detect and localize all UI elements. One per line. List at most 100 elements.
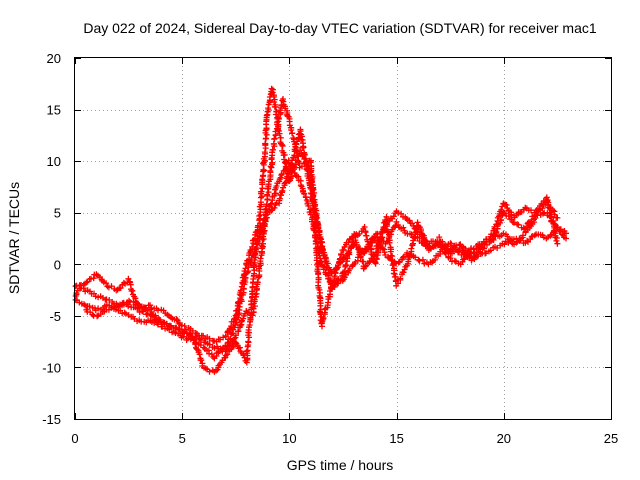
data-point	[400, 269, 407, 276]
data-point	[330, 278, 337, 285]
data-markers	[72, 85, 569, 375]
data-point	[217, 345, 224, 352]
data-point	[481, 240, 488, 247]
y-tick-label: -15	[42, 412, 61, 427]
data-point	[432, 256, 438, 263]
data-point	[190, 336, 197, 343]
data-point	[362, 229, 369, 236]
data-point	[393, 218, 400, 225]
data-point	[400, 224, 407, 231]
data-point	[233, 332, 239, 339]
data-point	[524, 237, 531, 244]
data-point	[259, 236, 266, 243]
data-point	[511, 219, 517, 226]
data-point	[516, 237, 523, 244]
data-point	[399, 254, 406, 261]
data-point	[376, 237, 383, 244]
data-point	[125, 275, 132, 282]
data-point	[279, 187, 286, 194]
data-point	[272, 190, 279, 197]
data-point	[493, 221, 500, 228]
data-point	[275, 115, 282, 121]
data-point	[498, 206, 505, 213]
data-point	[243, 348, 250, 355]
data-point	[508, 211, 515, 218]
data-point	[386, 239, 393, 246]
data-point	[181, 323, 188, 329]
data-point	[245, 338, 252, 345]
data-point	[465, 249, 472, 256]
x-axis-label: GPS time / hours	[287, 457, 394, 473]
data-point	[547, 232, 554, 239]
data-point	[503, 202, 510, 208]
data-point	[333, 266, 340, 273]
data-point	[412, 254, 419, 261]
data-point	[282, 179, 289, 186]
data-point	[554, 240, 561, 247]
data-point	[269, 89, 276, 96]
x-tick-label: 10	[282, 431, 296, 446]
data-point	[340, 246, 347, 253]
data-point	[412, 229, 419, 236]
data-point	[222, 332, 229, 339]
data-point	[389, 262, 396, 269]
y-tick-label: 15	[47, 103, 61, 118]
data-point	[257, 255, 264, 262]
data-point	[362, 263, 369, 270]
data-point	[528, 207, 534, 214]
data-point	[408, 245, 415, 252]
data-point	[331, 284, 338, 290]
data-point	[451, 257, 458, 264]
y-tick-label: 10	[47, 154, 61, 169]
data-point	[285, 169, 292, 176]
data-point	[395, 209, 402, 216]
data-point	[271, 135, 278, 142]
data-point	[86, 303, 93, 310]
data-point	[338, 251, 345, 257]
data-point	[268, 85, 275, 92]
data-point	[397, 275, 404, 282]
data-point	[172, 330, 179, 336]
data-point	[539, 200, 546, 207]
data-point	[278, 171, 285, 177]
data-point	[206, 335, 213, 342]
x-tick-label: 15	[389, 431, 403, 446]
data-point	[300, 144, 307, 151]
data-point	[391, 274, 398, 280]
data-point	[126, 297, 132, 304]
data-point	[531, 232, 538, 239]
y-tick-labels: -15 -10 -5 0 5 10 15 20	[42, 51, 61, 427]
data-point	[238, 318, 245, 325]
data-point	[448, 240, 455, 247]
data-point	[237, 322, 244, 329]
data-point	[256, 213, 263, 219]
axis-ticks	[75, 58, 612, 420]
chart-title: Day 022 of 2024, Sidereal Day-to-day VTE…	[83, 20, 596, 36]
data-point	[517, 237, 524, 244]
data-point	[144, 307, 151, 314]
data-point	[263, 135, 269, 142]
data-point	[260, 233, 267, 240]
data-point	[299, 163, 305, 170]
data-point	[297, 182, 304, 189]
data-point	[196, 335, 203, 342]
y-tick-label: 0	[54, 257, 61, 272]
data-point	[229, 330, 236, 337]
data-point	[240, 315, 247, 322]
y-axis-label: SDTVAR / TECUs	[6, 182, 22, 294]
data-point	[290, 135, 297, 141]
data-point	[288, 127, 295, 133]
data-point	[81, 301, 87, 308]
data-point	[196, 351, 203, 358]
y-tick-label: -10	[42, 360, 61, 375]
data-point	[364, 238, 371, 245]
data-point	[89, 311, 96, 318]
data-point	[470, 246, 477, 253]
data-point	[176, 325, 183, 332]
data-point	[255, 274, 262, 281]
data-point	[331, 273, 338, 280]
data-point	[357, 254, 364, 261]
data-point	[523, 223, 530, 230]
data-point	[554, 224, 561, 230]
